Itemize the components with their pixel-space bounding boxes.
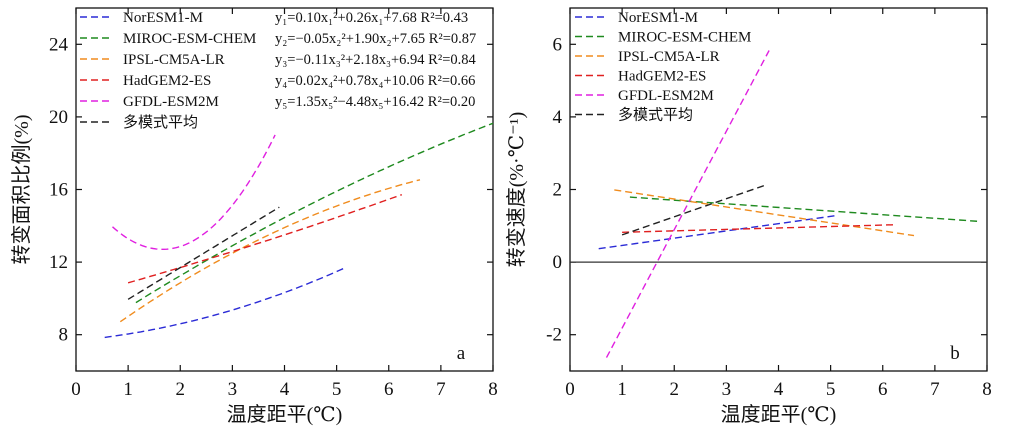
- y-tick-label: 12: [49, 252, 68, 273]
- series-line-miroc-esm-chem: [135, 122, 494, 304]
- regression-equation: y₂=−0.05x₂²+1.90x₂+7.65 R²=0.87: [275, 31, 476, 47]
- x-tick-label: 0: [71, 379, 81, 400]
- x-tick-label: 8: [488, 379, 498, 400]
- series-line-hadgem2-es: [622, 224, 896, 233]
- legend-label: GFDL-ESM2M: [123, 94, 219, 110]
- y-axis-label: 转变速度(%·℃⁻¹): [505, 112, 528, 268]
- series-line-ipsl-cm5a-lr: [119, 179, 421, 323]
- x-tick-label: 1: [617, 379, 627, 400]
- x-axis-label: 温度距平(℃): [721, 403, 837, 426]
- y-axis-label: 转变面积比例(%): [10, 115, 33, 265]
- x-tick-label: 7: [930, 379, 940, 400]
- y-tick-label: 24: [49, 34, 69, 55]
- legend-label: HadGEM2-ES: [618, 69, 706, 85]
- x-tick-label: 6: [878, 379, 888, 400]
- regression-equation: y₃=−0.11x₃²+2.18x₃+6.94 R²=0.84: [275, 52, 477, 68]
- x-tick-label: 8: [982, 379, 992, 400]
- x-tick-label: 4: [280, 379, 290, 400]
- x-tick-label: 2: [670, 379, 680, 400]
- series-line-noresm1-m: [104, 267, 345, 339]
- x-tick-label: 7: [436, 379, 446, 400]
- series-line-hadgem2-es: [127, 194, 403, 284]
- regression-equation: y₅=1.35x₅²−4.48x₅+16.42 R²=0.20: [275, 94, 475, 110]
- legend-label: IPSL-CM5A-LR: [123, 52, 225, 68]
- panel-label: a: [457, 343, 466, 364]
- legend-label: MIROC-ESM-CHEM: [618, 30, 751, 46]
- regression-equation: y₁=0.10x₁²+0.26x₁+7.68 R²=0.43: [275, 10, 468, 26]
- y-tick-label: -2: [546, 325, 562, 346]
- x-axis-label: 温度距平(℃): [227, 403, 343, 426]
- chart-panel-b: 0 1 2 3 4 5 6 7 8 -2 0 2 4 6 NorESM1-M MIROC-ESM-CHEM IP…: [505, 7, 992, 426]
- legend-label: 多模式平均: [618, 107, 693, 124]
- x-tick-label: 5: [332, 379, 342, 400]
- x-tick-label: 5: [826, 379, 836, 400]
- series-line-miroc-esm-chem: [629, 196, 980, 223]
- legend-label: NorESM1-M: [123, 10, 203, 26]
- legend-label: NorESM1-M: [618, 10, 698, 26]
- x-tick-label: 3: [228, 379, 238, 400]
- x-tick-label: 3: [722, 379, 732, 400]
- legend-label: MIROC-ESM-CHEM: [123, 31, 256, 47]
- series-line-ipsl-cm5a-lr: [614, 189, 915, 237]
- series-line-gfdl-esm2m: [112, 134, 276, 251]
- series-line-mean: [621, 184, 766, 236]
- panel-label: b: [950, 343, 960, 364]
- y-tick-label: 20: [49, 107, 68, 128]
- x-tick-label: 2: [176, 379, 186, 400]
- legend-label: GFDL-ESM2M: [618, 88, 714, 104]
- y-tick-label: 8: [59, 325, 69, 346]
- x-tick-label: 4: [774, 379, 784, 400]
- y-tick-label: 16: [49, 180, 68, 201]
- legend-label: HadGEM2-ES: [123, 73, 211, 89]
- y-tick-label: 0: [553, 252, 563, 273]
- series-line-mean: [127, 206, 280, 300]
- series-line-noresm1-m: [598, 214, 839, 250]
- series-line-gfdl-esm2m: [605, 50, 770, 358]
- legend-label: 多模式平均: [123, 114, 198, 131]
- legend-label: IPSL-CM5A-LR: [618, 49, 720, 65]
- y-tick-label: 4: [553, 107, 563, 128]
- y-tick-label: 2: [553, 180, 563, 201]
- y-tick-label: 6: [553, 34, 563, 55]
- x-tick-label: 1: [123, 379, 133, 400]
- x-tick-label: 0: [565, 379, 575, 400]
- regression-equation: y₄=0.02x₄²+0.78x₄+10.06 R²=0.66: [275, 73, 475, 89]
- x-tick-label: 6: [384, 379, 394, 400]
